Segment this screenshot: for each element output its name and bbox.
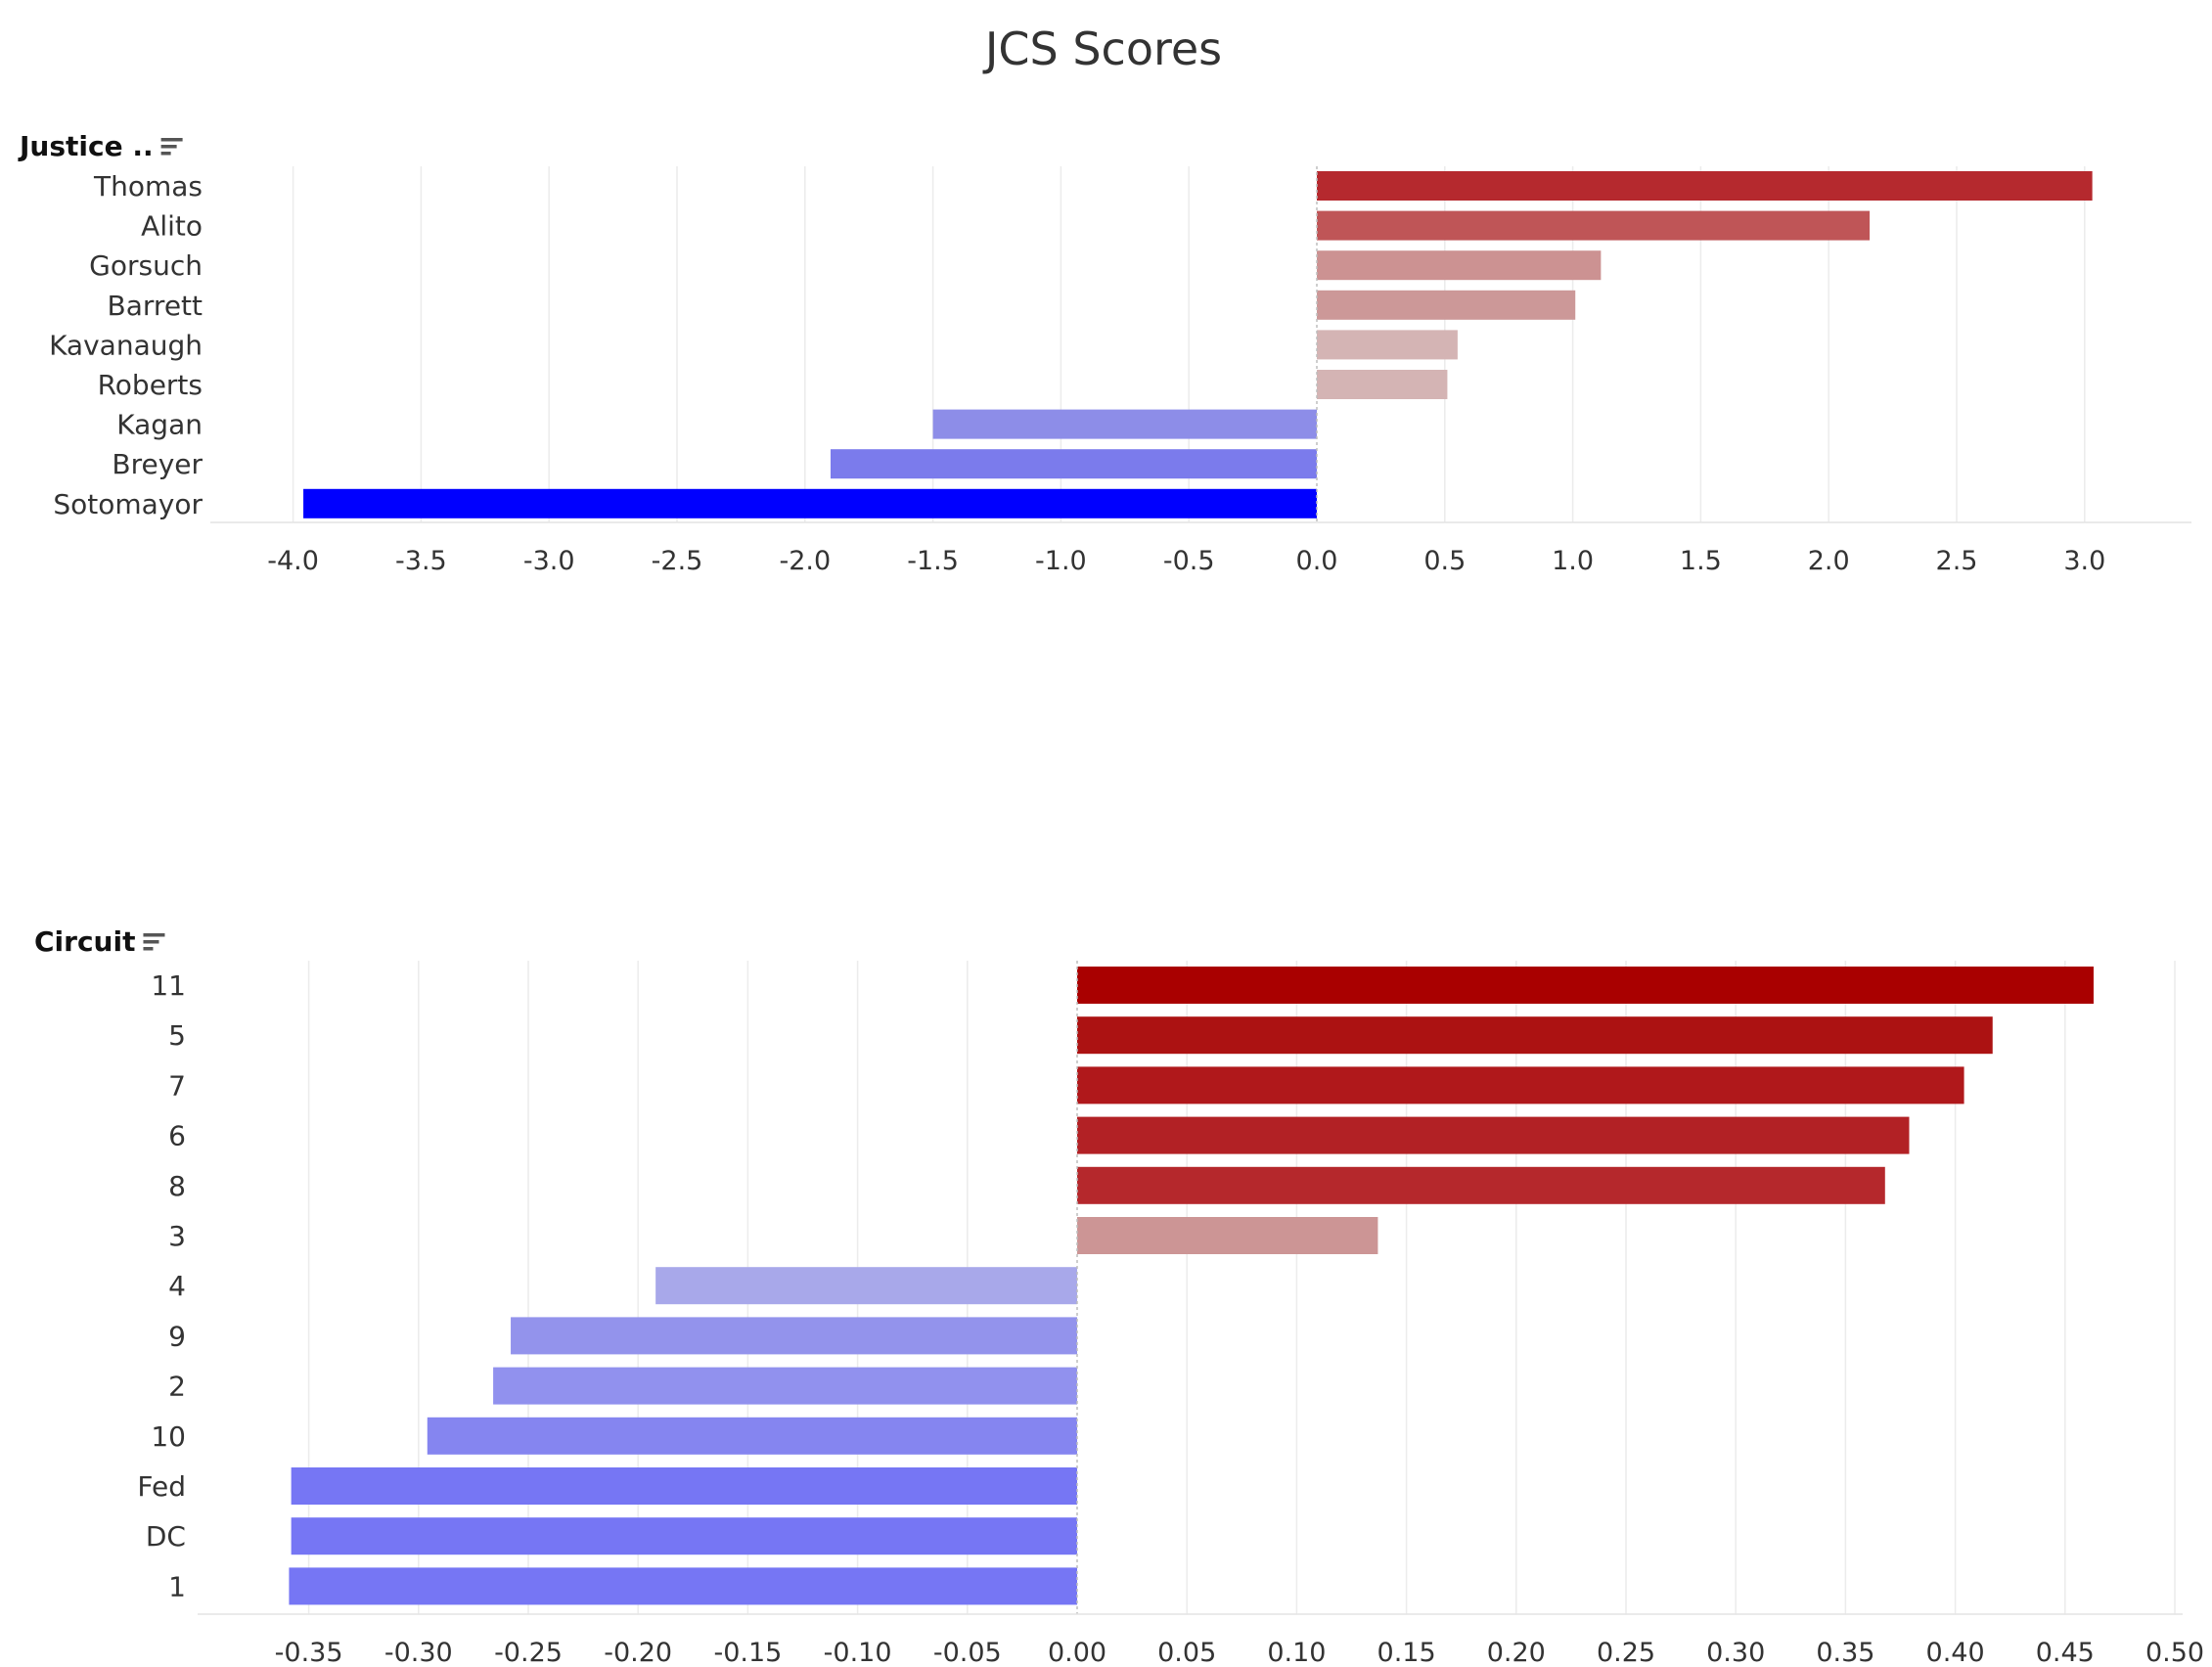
justice-category-label: Thomas [93,170,203,203]
x-tick-label: 0.30 [1706,1638,1765,1667]
justice-category-label: Gorsuch [89,249,203,282]
x-tick-label: -1.0 [1035,546,1087,576]
x-tick-label: -3.5 [395,546,447,576]
x-tick-label: -4.0 [267,546,319,576]
x-tick-label: -2.0 [779,546,831,576]
circuit-bar-dc[interactable] [291,1517,1077,1555]
x-tick-label: -0.25 [494,1638,563,1667]
x-tick-label: -0.20 [604,1638,672,1667]
x-tick-label: 0.15 [1377,1638,1436,1667]
justice-category-label: Sotomayor [53,488,203,520]
justice-bar-kagan[interactable] [932,409,1317,439]
x-tick-label: -0.15 [713,1638,782,1667]
x-tick-label: 0.40 [1926,1638,1985,1667]
circuit-bar-4[interactable] [655,1267,1077,1305]
circuit-category-label: DC [146,1520,186,1553]
x-tick-label: 0.10 [1267,1638,1326,1667]
circuit-category-label: 2 [168,1371,186,1403]
x-tick-label: 0.25 [1597,1638,1655,1667]
x-tick-label: 0.20 [1487,1638,1546,1667]
circuit-category-label: 9 [168,1320,186,1352]
justice-bar-gorsuch[interactable] [1317,250,1602,281]
justice-category-label: Breyer [112,448,203,480]
x-tick-label: -2.5 [652,546,703,576]
chart-title: JCS Scores [982,23,1222,75]
x-tick-label: -0.05 [933,1638,1002,1667]
circuit-bar-3[interactable] [1077,1217,1378,1254]
x-tick-label: -3.0 [523,546,575,576]
justice-category-label: Alito [141,210,203,243]
justice-bar-sotomayor[interactable] [303,488,1318,518]
circuit-bar-10[interactable] [427,1417,1077,1455]
justice-bar-barrett[interactable] [1317,290,1576,320]
circuit-bar-8[interactable] [1077,1166,1885,1204]
circuit-scores-panel: Circuit 11 5 7 6 8 3 4 9 2 10 Fed DC 1 -0.35 -0.30 -0.25… [34,925,2204,1667]
circuit-category-label: 5 [168,1019,186,1052]
circuit-category-label: 8 [168,1170,186,1202]
circuit-category-label: 10 [151,1420,186,1453]
x-tick-label: 1.0 [1552,546,1594,576]
justice-category-label: Kavanaugh [49,329,203,361]
x-tick-label: -0.10 [824,1638,892,1667]
x-tick-label: -0.30 [384,1638,453,1667]
circuit-category-label: 11 [151,969,186,1002]
circuit-category-label: Fed [137,1470,186,1503]
x-tick-label: 1.5 [1680,546,1722,576]
circuit-field-label: Circuit [34,925,135,958]
x-tick-label: 2.5 [1936,546,1978,576]
circuit-bar-11[interactable] [1077,967,2094,1004]
circuit-category-label: 3 [168,1220,186,1252]
x-tick-label: -0.35 [275,1638,343,1667]
x-tick-label: -1.5 [907,546,959,576]
justice-category-label: Kagan [116,409,203,441]
circuit-category-label: 6 [168,1120,186,1152]
x-tick-label: 3.0 [2063,546,2105,576]
justice-bar-kavanaugh[interactable] [1317,330,1458,360]
circuit-category-label: 4 [168,1270,186,1302]
circuit-bar-2[interactable] [493,1367,1077,1405]
circuit-bar-9[interactable] [511,1317,1077,1355]
x-tick-label: -0.5 [1163,546,1215,576]
circuit-category-label: 7 [168,1069,186,1102]
sort-descending-icon[interactable] [160,138,183,156]
justice-category-label: Barrett [108,290,203,322]
x-tick-label: 0.35 [1816,1638,1874,1667]
sort-descending-icon[interactable] [143,933,165,951]
x-tick-label: 0.5 [1423,546,1466,576]
justice-field-label: Justice .. [18,130,154,162]
circuit-bar-fed[interactable] [291,1467,1077,1505]
justice-bar-thomas[interactable] [1317,171,2093,201]
x-tick-label: 0.0 [1296,546,1338,576]
circuit-bar-1[interactable] [289,1567,1077,1605]
x-tick-label: 0.50 [2145,1638,2204,1667]
justice-category-label: Roberts [98,369,203,401]
x-tick-label: 2.0 [1808,546,1850,576]
circuit-bar-7[interactable] [1077,1066,1964,1104]
circuit-bar-6[interactable] [1077,1116,1910,1154]
justice-scores-panel: Justice .. Thomas Alito Gorsuch Barrett Kavan… [18,130,2191,576]
circuit-category-label: 1 [168,1570,186,1602]
justice-bar-roberts[interactable] [1317,370,1448,399]
x-tick-label: 0.05 [1157,1638,1216,1667]
justice-bar-alito[interactable] [1317,210,1871,241]
circuit-bar-5[interactable] [1077,1016,1993,1055]
justice-bar-breyer[interactable] [830,449,1317,479]
x-tick-label: 0.45 [2036,1638,2095,1667]
x-tick-label: 0.00 [1048,1638,1106,1667]
